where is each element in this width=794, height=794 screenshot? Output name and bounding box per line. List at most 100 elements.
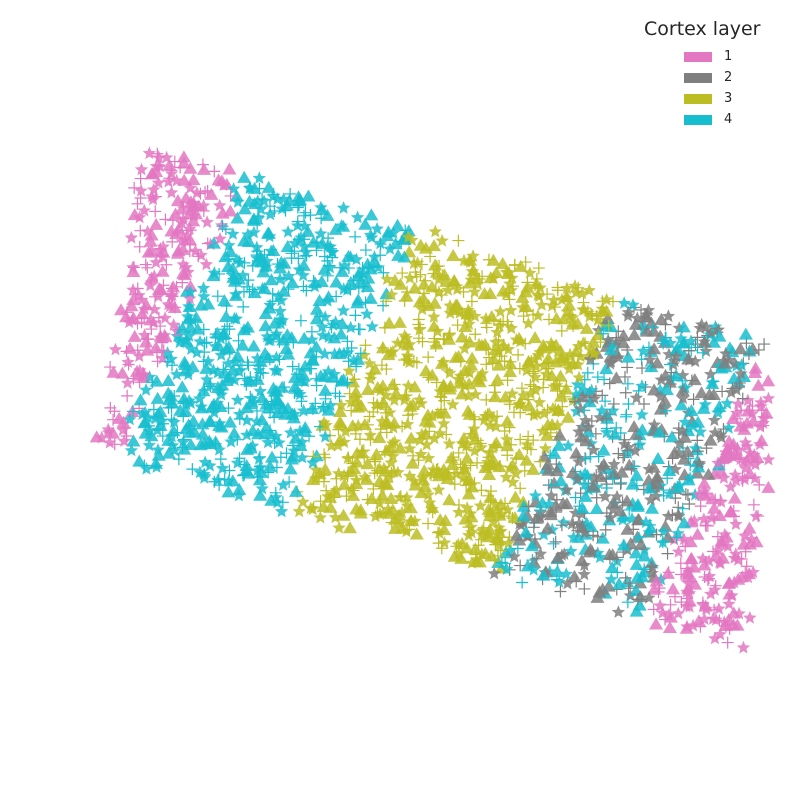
point-plus-layer-3 bbox=[422, 517, 435, 530]
point-triangle-layer-4 bbox=[363, 291, 378, 304]
point-star-layer-4 bbox=[581, 468, 595, 482]
point-star-layer-4 bbox=[257, 194, 271, 207]
point-triangle-layer-3 bbox=[323, 500, 338, 513]
point-triangle-layer-2 bbox=[687, 373, 702, 386]
point-triangle-layer-4 bbox=[350, 352, 365, 365]
point-triangle-layer-1 bbox=[168, 207, 183, 220]
point-plus-layer-2 bbox=[650, 528, 663, 541]
point-triangle-layer-1 bbox=[697, 558, 712, 571]
point-star-layer-2 bbox=[621, 309, 635, 322]
point-plus-layer-3 bbox=[414, 268, 427, 281]
point-star-layer-2 bbox=[629, 391, 644, 404]
point-triangle-layer-4 bbox=[312, 294, 327, 307]
point-star-layer-1 bbox=[137, 203, 151, 217]
point-star-layer-3 bbox=[537, 406, 551, 420]
point-triangle-layer-1 bbox=[750, 450, 765, 463]
point-plus-layer-2 bbox=[587, 529, 600, 542]
point-star-layer-1 bbox=[132, 288, 146, 302]
point-plus-layer-4 bbox=[274, 451, 287, 464]
point-triangle-layer-1 bbox=[171, 222, 186, 235]
point-triangle-layer-4 bbox=[358, 217, 373, 230]
point-star-layer-4 bbox=[316, 328, 330, 342]
point-star-layer-1 bbox=[761, 452, 776, 466]
point-plus-layer-2 bbox=[621, 344, 634, 357]
point-star-layer-3 bbox=[432, 483, 446, 496]
point-triangle-layer-3 bbox=[464, 358, 479, 371]
point-plus-layer-3 bbox=[505, 438, 518, 451]
point-star-layer-3 bbox=[461, 389, 476, 402]
point-star-layer-4 bbox=[566, 530, 581, 544]
point-star-layer-3 bbox=[334, 398, 348, 412]
point-plus-layer-4 bbox=[181, 315, 194, 328]
point-plus-layer-2 bbox=[590, 469, 603, 482]
point-triangle-layer-1 bbox=[143, 234, 158, 247]
point-triangle-layer-2 bbox=[647, 383, 662, 396]
point-triangle-layer-3 bbox=[503, 365, 518, 378]
point-star-layer-4 bbox=[179, 333, 193, 347]
point-star-layer-1 bbox=[671, 606, 685, 620]
point-plus-layer-1 bbox=[675, 596, 688, 609]
point-star-layer-3 bbox=[512, 397, 527, 411]
point-plus-layer-1 bbox=[128, 181, 141, 194]
point-star-layer-3 bbox=[443, 366, 457, 379]
point-plus-layer-4 bbox=[656, 535, 669, 548]
point-star-layer-1 bbox=[146, 192, 160, 206]
point-star-layer-1 bbox=[147, 302, 162, 316]
point-triangle-layer-4 bbox=[334, 327, 349, 340]
point-star-layer-1 bbox=[732, 606, 746, 620]
point-star-layer-2 bbox=[661, 309, 676, 322]
point-triangle-layer-3 bbox=[334, 417, 349, 430]
point-triangle-layer-3 bbox=[378, 464, 393, 477]
point-star-layer-4 bbox=[336, 303, 351, 317]
point-star-layer-4 bbox=[500, 562, 514, 575]
point-triangle-layer-1 bbox=[162, 158, 177, 171]
point-triangle-layer-3 bbox=[343, 521, 358, 534]
point-plus-layer-1 bbox=[122, 358, 135, 371]
point-plus-layer-3 bbox=[474, 437, 487, 450]
point-star-layer-2 bbox=[560, 482, 574, 496]
point-star-layer-4 bbox=[570, 404, 584, 418]
point-plus-layer-4 bbox=[359, 296, 372, 309]
point-star-layer-3 bbox=[572, 370, 586, 384]
point-plus-layer-4 bbox=[345, 342, 358, 355]
point-star-layer-3 bbox=[328, 510, 342, 524]
point-plus-layer-4 bbox=[216, 220, 229, 233]
point-triangle-layer-4 bbox=[161, 433, 176, 446]
point-plus-layer-4 bbox=[250, 374, 263, 387]
point-star-layer-4 bbox=[164, 352, 178, 365]
point-plus-layer-1 bbox=[119, 422, 132, 435]
point-triangle-layer-1 bbox=[170, 194, 185, 207]
point-star-layer-1 bbox=[164, 166, 179, 180]
point-plus-layer-1 bbox=[145, 323, 158, 336]
point-triangle-layer-2 bbox=[633, 538, 648, 551]
point-triangle-layer-3 bbox=[392, 315, 407, 328]
point-star-layer-2 bbox=[577, 558, 591, 571]
point-star-layer-2 bbox=[572, 454, 586, 468]
point-plus-layer-1 bbox=[711, 530, 724, 543]
point-plus-layer-1 bbox=[736, 474, 749, 487]
point-star-layer-4 bbox=[262, 229, 277, 243]
point-star-layer-3 bbox=[430, 324, 445, 338]
point-triangle-layer-3 bbox=[536, 338, 551, 351]
point-star-layer-4 bbox=[288, 236, 302, 250]
point-plus-layer-3 bbox=[514, 482, 527, 495]
point-star-layer-1 bbox=[170, 324, 184, 338]
point-star-layer-3 bbox=[545, 298, 559, 312]
point-plus-layer-3 bbox=[541, 288, 554, 301]
point-triangle-layer-3 bbox=[522, 399, 537, 412]
point-triangle-layer-1 bbox=[679, 565, 694, 578]
point-triangle-layer-3 bbox=[447, 273, 462, 286]
point-triangle-layer-2 bbox=[586, 479, 601, 492]
point-star-layer-3 bbox=[313, 510, 327, 524]
point-star-layer-3 bbox=[595, 302, 609, 315]
point-triangle-layer-1 bbox=[721, 576, 736, 589]
point-plus-layer-1 bbox=[134, 172, 147, 185]
point-triangle-layer-3 bbox=[418, 364, 433, 377]
point-star-layer-1 bbox=[132, 210, 147, 224]
point-triangle-layer-1 bbox=[751, 378, 766, 391]
point-triangle-layer-1 bbox=[126, 293, 141, 306]
point-triangle-layer-3 bbox=[553, 369, 568, 382]
point-triangle-layer-4 bbox=[584, 520, 599, 533]
point-star-layer-3 bbox=[546, 401, 560, 415]
point-plus-layer-2 bbox=[625, 462, 638, 475]
